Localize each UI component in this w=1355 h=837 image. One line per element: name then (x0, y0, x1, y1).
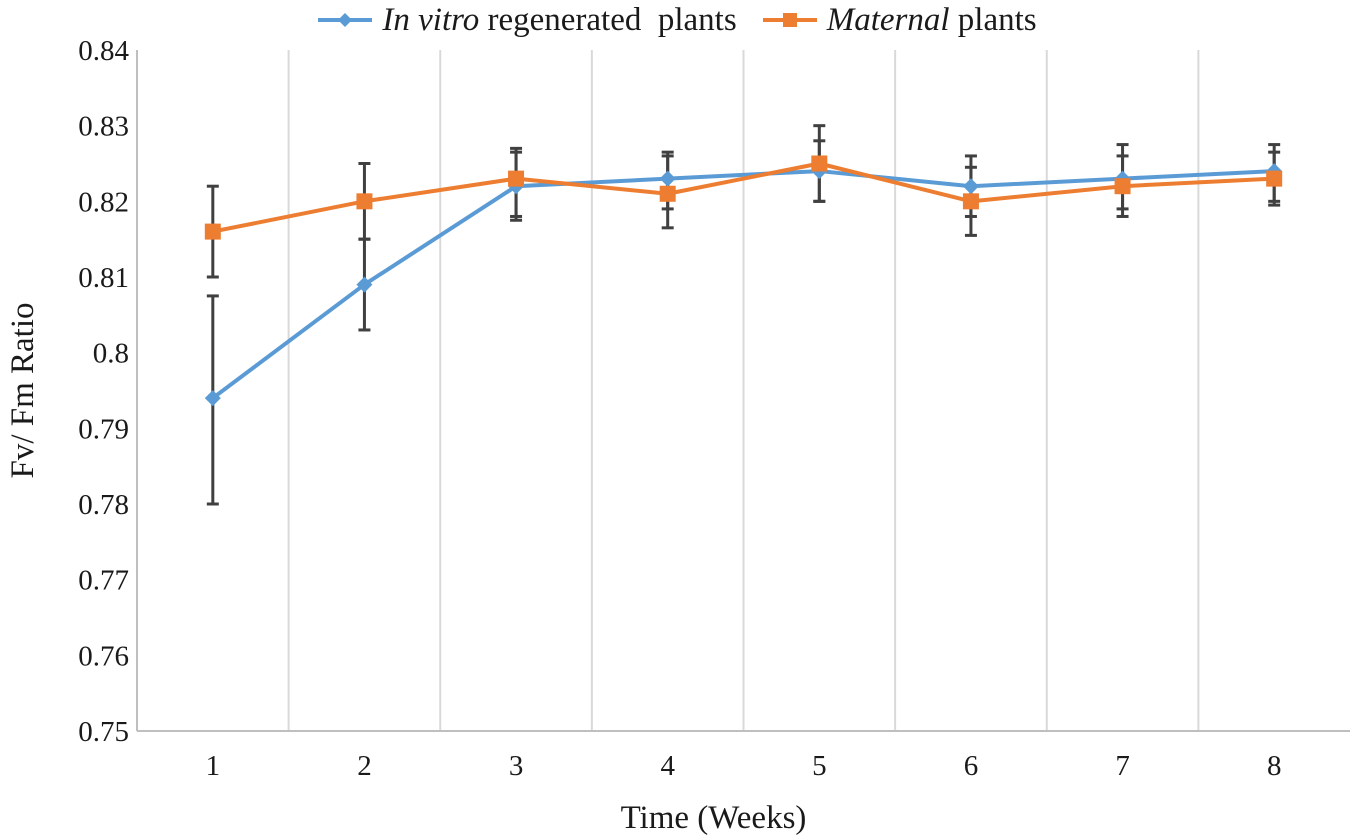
y-tick-label-7: 0.82 (78, 186, 129, 218)
point-maternal-week-8 (1266, 170, 1283, 187)
legend-label-maternal-rest: plants (949, 1, 1037, 38)
axis-layer (136, 50, 1350, 732)
point-in-vitro-week-4 (659, 170, 676, 187)
point-maternal-week-4 (659, 185, 676, 202)
y-tick-label-6: 0.81 (78, 262, 129, 294)
legend-label-maternal-italic: Maternal (826, 1, 950, 38)
x-tick-label-6: 6 (964, 750, 979, 782)
point-maternal-week-3 (508, 170, 525, 187)
x-tick-label-5: 5 (812, 750, 827, 782)
y-axis-title: Fv/ Fm Ratio (5, 302, 41, 478)
x-tick-label-1: 1 (206, 750, 221, 782)
x-axis-title: Time (Weeks) (621, 800, 807, 836)
y-tick-label-5: 0.8 (93, 338, 129, 370)
point-in-vitro-week-1 (204, 390, 221, 407)
label-layer: 0.75 0.76 0.77 0.78 0.79 0.8 0.81 0.82 0.83 0.84 1… (5, 35, 1281, 836)
legend-swatch-in-vitro (318, 13, 373, 27)
y-tick-label-0: 0.75 (78, 716, 129, 748)
point-in-vitro-week-6 (962, 178, 979, 195)
grid-layer (287, 50, 1200, 731)
series-line-in-vitro (211, 169, 1275, 400)
x-tick-label-3: 3 (509, 750, 524, 782)
point-maternal-week-2 (356, 193, 373, 210)
x-tick-label-4: 4 (660, 750, 675, 782)
x-tick-label-7: 7 (1115, 750, 1130, 782)
y-tick-label-9: 0.84 (78, 35, 129, 67)
x-tick-label-2: 2 (357, 750, 372, 782)
series-layer (204, 124, 1283, 506)
legend-marker-diamond (338, 13, 353, 27)
legend-swatch-maternal (762, 13, 817, 27)
y-tick-label-8: 0.83 (78, 111, 129, 143)
legend-label-in-vitro: In vitro regenerated plants (382, 2, 736, 39)
legend-marker-square (782, 13, 797, 27)
legend-label-maternal: Maternal plants (827, 2, 1037, 39)
series-line-maternal (212, 161, 1275, 234)
x-tick-label-8: 8 (1267, 750, 1282, 782)
point-maternal-week-5 (811, 155, 828, 172)
legend-item-maternal[interactable]: Maternal plants (762, 2, 1037, 39)
point-in-vitro-week-2 (356, 276, 373, 293)
y-tick-label-2: 0.77 (78, 565, 129, 597)
legend-item-in-vitro[interactable]: In vitro regenerated plants (318, 2, 737, 39)
y-tick-label-4: 0.79 (78, 413, 129, 445)
y-tick-label-1: 0.76 (78, 640, 129, 672)
point-maternal-week-6 (962, 193, 979, 210)
legend-label-in-vitro-italic: In vitro (382, 1, 480, 38)
legend-label-in-vitro-rest: regenerated plants (479, 1, 737, 38)
chart-legend: In vitro regenerated plants Maternal pla… (0, 0, 1355, 40)
point-maternal-week-1 (204, 223, 221, 240)
y-tick-label-3: 0.78 (78, 489, 129, 521)
point-maternal-week-7 (1114, 178, 1131, 195)
